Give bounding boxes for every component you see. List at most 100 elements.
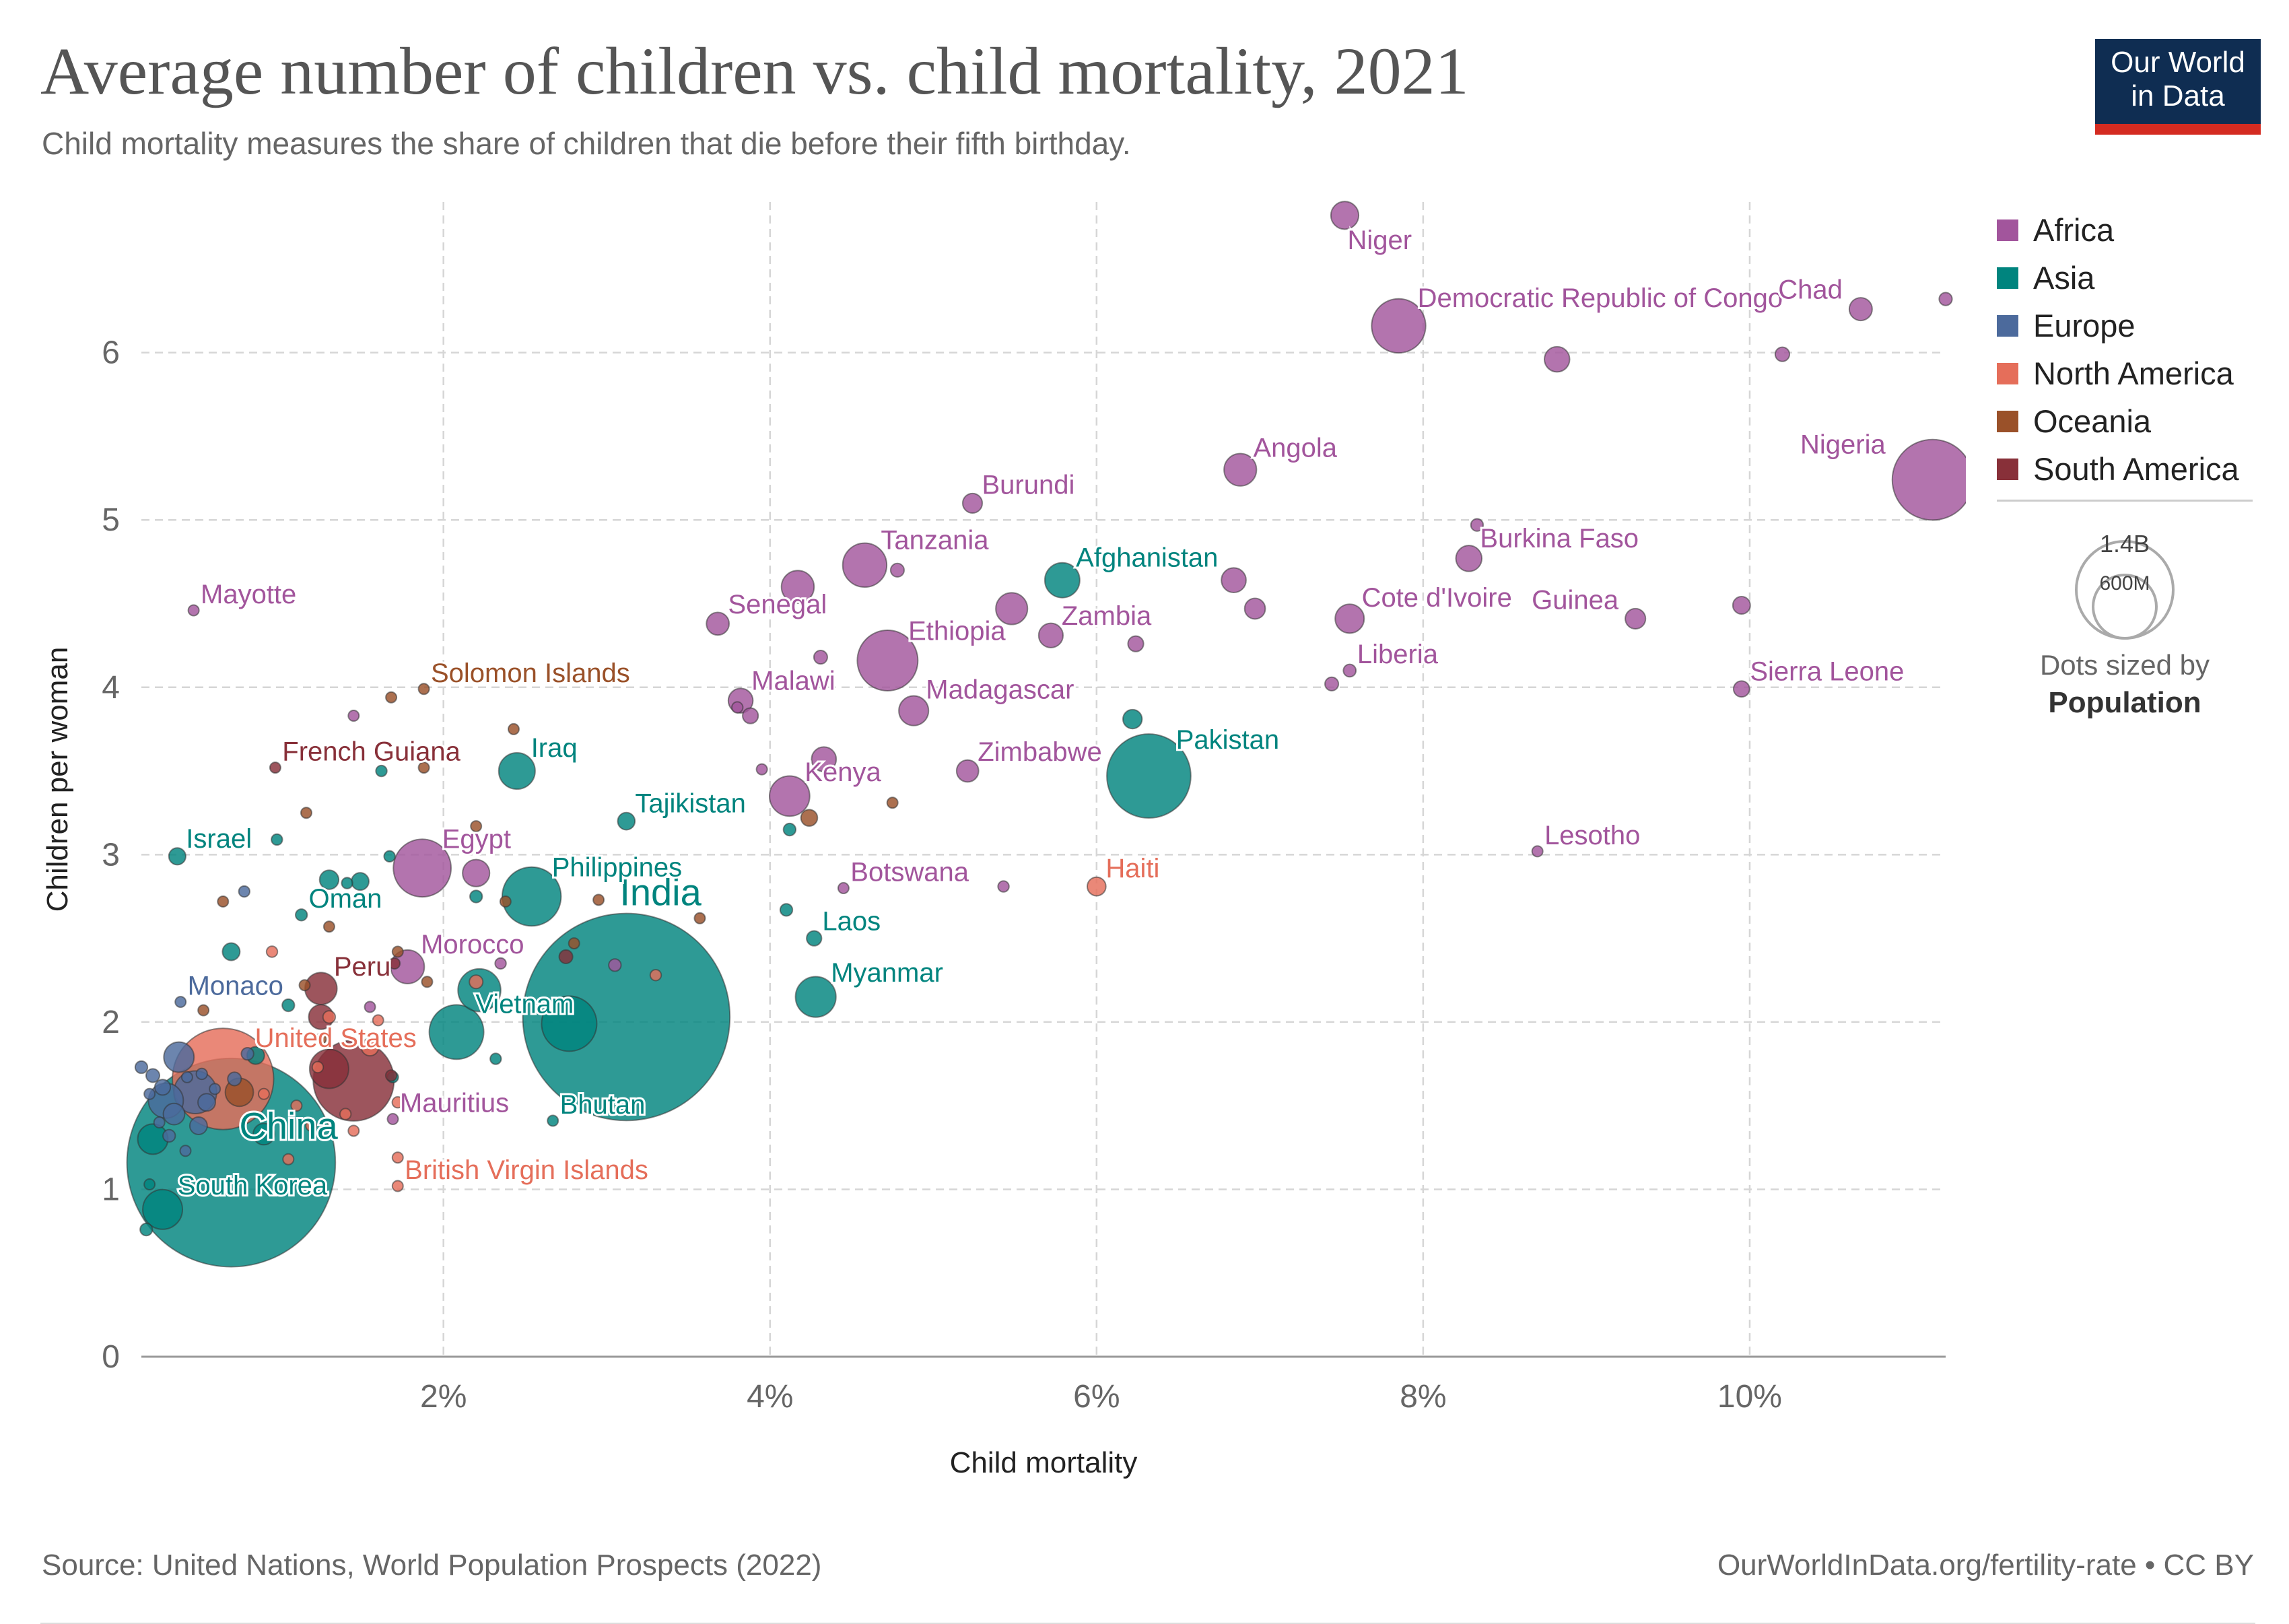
data-point bbox=[731, 701, 744, 714]
legend-swatch bbox=[1997, 267, 2018, 289]
point-label: Pakistan bbox=[1176, 725, 1279, 755]
data-points bbox=[126, 201, 1966, 1268]
size-caption-variable: Population bbox=[2048, 686, 2201, 719]
data-point bbox=[541, 995, 598, 1052]
point-label: French Guiana bbox=[282, 737, 460, 767]
data-point bbox=[339, 1108, 352, 1120]
point-label: Morocco bbox=[421, 930, 524, 959]
logo-line-2: in Data bbox=[2131, 79, 2225, 112]
data-point bbox=[347, 1124, 360, 1137]
data-point bbox=[1342, 663, 1357, 678]
x-tick-label: 10% bbox=[1717, 1379, 1782, 1415]
scatter-chart: 0 1 2 3 4 5 6 2% 4% 6% 8% 10% Child mortality Childre… bbox=[41, 201, 1966, 1479]
legend-item-africa[interactable]: Africa bbox=[1997, 206, 2239, 254]
point-label: Mauritius bbox=[400, 1089, 509, 1118]
credit-link[interactable]: OurWorldInData.org/fertility-rate • CC B… bbox=[1717, 1549, 2254, 1582]
data-point bbox=[360, 1038, 380, 1057]
data-point bbox=[1625, 607, 1647, 630]
point-label: Kenya bbox=[805, 757, 881, 787]
point-label: Cote d'Ivoire bbox=[1362, 583, 1512, 613]
data-point bbox=[1223, 452, 1258, 487]
point-label: Madagascar bbox=[926, 675, 1074, 704]
point-label: Bhutan bbox=[560, 1090, 646, 1120]
data-point bbox=[375, 764, 388, 778]
point-label: Mayotte bbox=[201, 580, 296, 609]
data-point bbox=[1891, 438, 1966, 521]
legend-label: Asia bbox=[2033, 260, 2095, 296]
data-point bbox=[386, 1113, 399, 1126]
source-note: Source: United Nations, World Population… bbox=[42, 1549, 822, 1582]
point-label: Burkina Faso bbox=[1480, 524, 1639, 553]
data-point bbox=[347, 710, 360, 722]
data-point bbox=[568, 937, 580, 950]
logo-line-1: Our World bbox=[2111, 46, 2245, 79]
data-point bbox=[384, 1069, 398, 1082]
point-label: India bbox=[619, 871, 702, 914]
data-point bbox=[1086, 876, 1107, 897]
point-label: Senegal bbox=[728, 590, 827, 619]
point-label: Liberia bbox=[1357, 640, 1439, 669]
point-label: Sierra Leone bbox=[1750, 657, 1904, 687]
data-point bbox=[955, 759, 980, 783]
size-key-small-label: 600M bbox=[2099, 572, 2150, 595]
point-label: Angola bbox=[1253, 433, 1337, 463]
legend-label: Oceania bbox=[2033, 403, 2152, 439]
data-point bbox=[1324, 676, 1340, 691]
data-point bbox=[1330, 201, 1360, 230]
legend-item-oceania[interactable]: Oceania bbox=[1997, 397, 2239, 445]
data-point bbox=[961, 492, 984, 514]
legend-item-europe[interactable]: Europe bbox=[1997, 302, 2239, 349]
data-point bbox=[308, 1048, 349, 1089]
data-point bbox=[1037, 622, 1064, 648]
data-point bbox=[238, 885, 250, 898]
point-label: Tajikistan bbox=[635, 789, 746, 819]
point-label: Iraq bbox=[531, 733, 578, 763]
data-point bbox=[322, 920, 335, 933]
y-tick-label: 4 bbox=[102, 670, 120, 706]
data-point bbox=[558, 949, 574, 965]
data-point bbox=[209, 1083, 221, 1095]
data-point bbox=[1243, 597, 1266, 620]
size-key-large-label: 1.4B bbox=[2100, 530, 2150, 557]
data-point bbox=[1544, 345, 1571, 373]
data-point bbox=[221, 942, 241, 961]
data-point bbox=[742, 707, 759, 724]
data-point bbox=[995, 592, 1029, 625]
data-point bbox=[1732, 596, 1751, 615]
owid-logo[interactable]: Our World in Data bbox=[2095, 39, 2261, 135]
data-point bbox=[364, 1001, 376, 1013]
legend-item-south-america[interactable]: South America bbox=[1997, 445, 2239, 493]
data-point bbox=[494, 957, 507, 970]
y-tick-label: 0 bbox=[102, 1339, 120, 1375]
data-point bbox=[794, 976, 837, 1018]
data-point bbox=[811, 746, 838, 773]
legend-item-north-america[interactable]: North America bbox=[1997, 349, 2239, 397]
legend: Africa Asia Europe North America Oceania Sout… bbox=[1997, 206, 2239, 493]
data-point bbox=[282, 1153, 295, 1165]
legend-item-asia[interactable]: Asia bbox=[1997, 254, 2239, 302]
data-point bbox=[179, 1145, 192, 1157]
data-point bbox=[755, 763, 768, 776]
data-point bbox=[385, 691, 398, 704]
data-point bbox=[800, 809, 819, 827]
point-label: Vietnam bbox=[475, 990, 574, 1019]
y-tick-label: 6 bbox=[102, 335, 120, 371]
y-tick-label: 1 bbox=[102, 1172, 120, 1207]
point-label: Chad bbox=[1778, 275, 1843, 305]
data-point bbox=[195, 1067, 208, 1081]
data-point bbox=[886, 797, 899, 809]
data-point bbox=[392, 838, 452, 898]
size-caption: Dots sized by Population bbox=[1997, 646, 2253, 722]
x-tick-label: 6% bbox=[1073, 1379, 1120, 1415]
data-point bbox=[470, 820, 483, 833]
x-tick-label: 4% bbox=[747, 1379, 793, 1415]
x-tick-label: 8% bbox=[1400, 1379, 1446, 1415]
point-label: Botswana bbox=[850, 858, 969, 887]
legend-swatch bbox=[1997, 410, 2018, 432]
size-caption-text: Dots sized by bbox=[2039, 649, 2210, 681]
data-point bbox=[294, 908, 308, 922]
data-point bbox=[142, 1188, 184, 1230]
data-point bbox=[842, 542, 888, 588]
x-axis-label: Child mortality bbox=[950, 1446, 1138, 1479]
y-axis-label: Children per woman bbox=[41, 647, 74, 912]
